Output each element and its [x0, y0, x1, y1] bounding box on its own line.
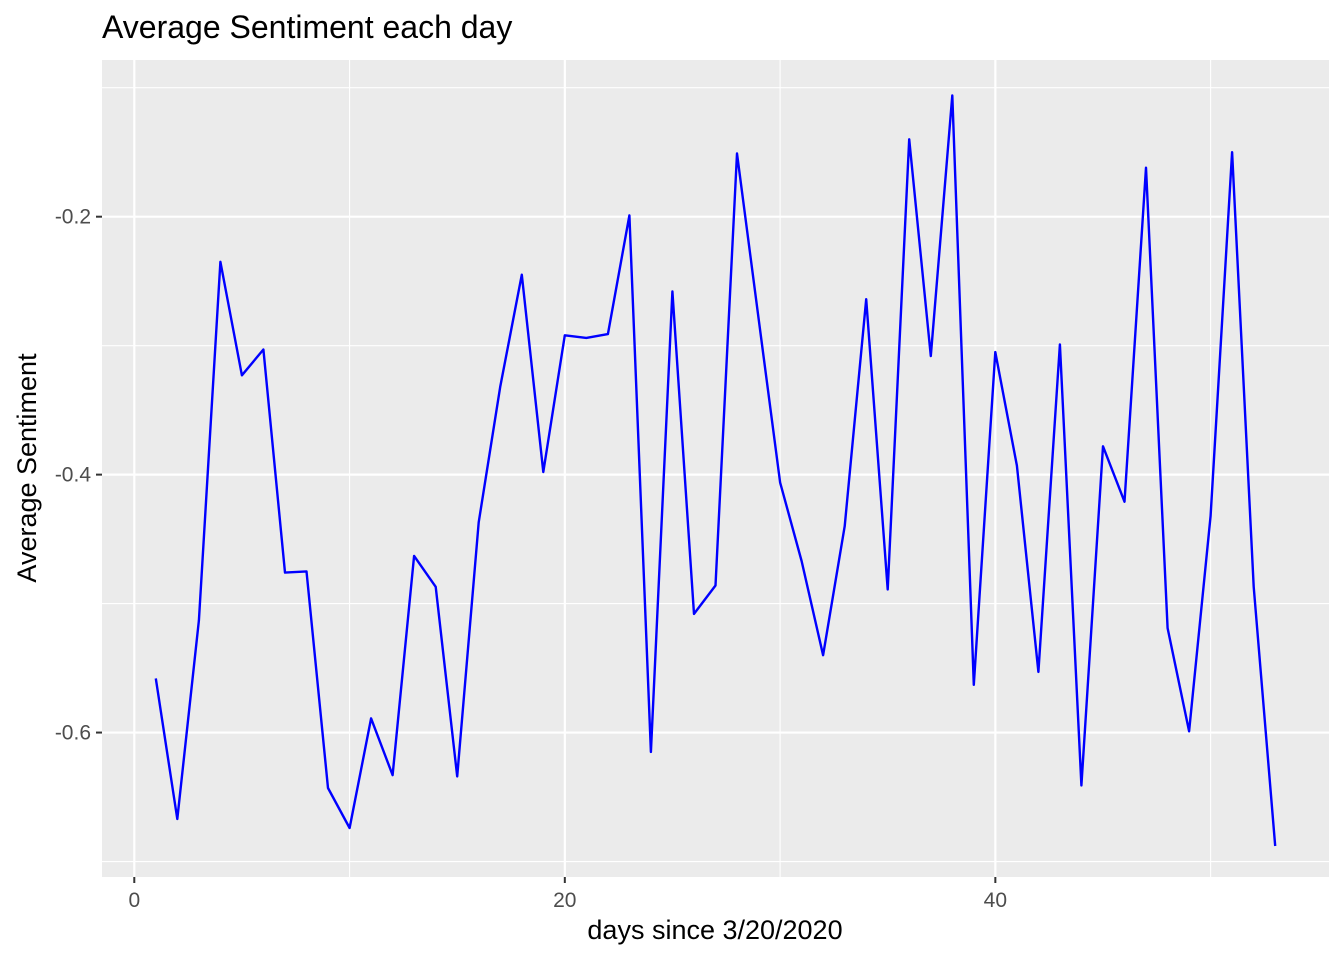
- series-line: [154, 94, 1277, 847]
- y-tick-label: -0.6: [55, 722, 91, 745]
- major-gridlines: [102, 60, 1329, 877]
- y-axis: -0.2 -0.4 -0.6: [55, 206, 102, 745]
- x-tick-label: 40: [984, 889, 1007, 912]
- x-axis: 0 20 40: [128, 877, 1007, 912]
- series-layer: [154, 94, 1277, 847]
- y-tick-label: -0.2: [55, 206, 91, 229]
- chart-title: Average Sentiment each day: [102, 9, 512, 45]
- plot-panel: [102, 60, 1329, 877]
- x-tick-label: 0: [128, 889, 140, 912]
- y-axis-title: Average Sentiment: [12, 353, 42, 583]
- x-tick-label: 20: [553, 889, 576, 912]
- minor-gridlines: [102, 60, 1329, 877]
- y-tick-label: -0.4: [55, 464, 92, 487]
- x-axis-title: days since 3/20/2020: [587, 915, 842, 945]
